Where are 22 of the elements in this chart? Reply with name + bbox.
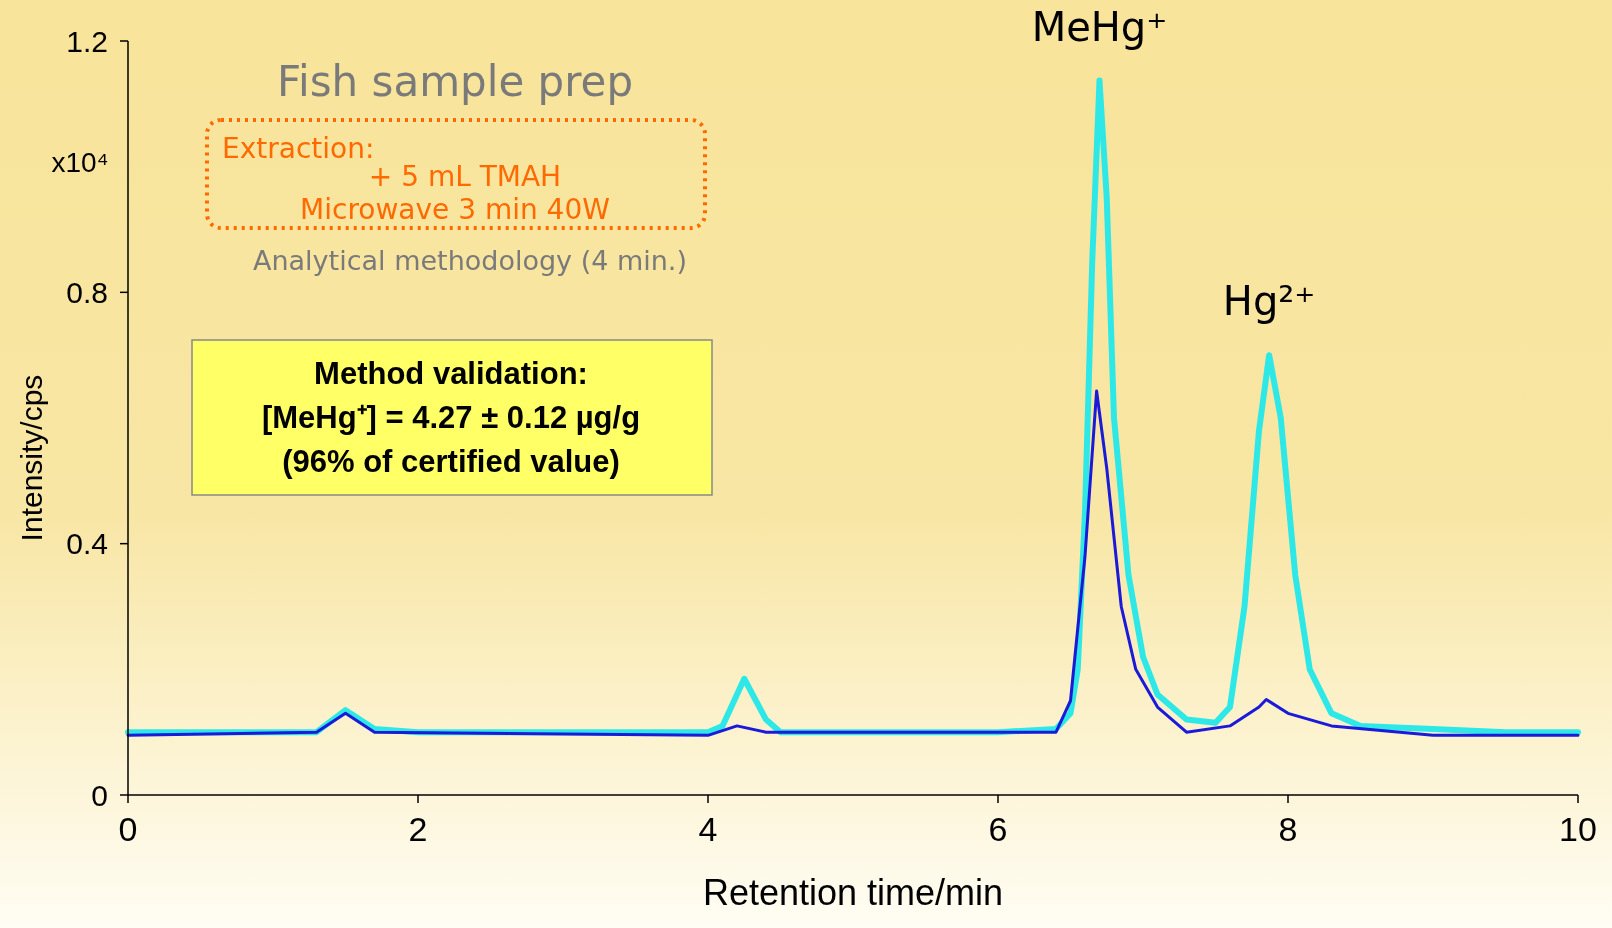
y-tick-label: 0.8 xyxy=(66,275,108,309)
annotation: MeHg⁺ xyxy=(1031,3,1168,50)
annotation: Fish sample prep xyxy=(276,57,634,106)
x-tick-label: 6 xyxy=(988,810,1008,848)
y-tick-label: 1.2 xyxy=(66,24,108,58)
y-axis-title: Intensity/cps xyxy=(15,374,48,542)
annotation: Method validation: xyxy=(314,356,588,391)
annotation: Hg²⁺ xyxy=(1222,278,1316,325)
annotation: Microwave 3 min 40W xyxy=(300,193,610,226)
x-tick-label: 10 xyxy=(1559,810,1597,848)
annotation: [MeHg⁺] = 4.27 ± 0.12 µg/g xyxy=(261,400,641,435)
x-tick-label: 0 xyxy=(118,810,138,848)
text: x10⁴ xyxy=(51,147,109,178)
annotation: Analytical methodology (4 min.) xyxy=(252,245,688,276)
annotation: (96% of certified value) xyxy=(282,444,620,479)
x-tick-label: 8 xyxy=(1278,810,1298,848)
x-tick-label: 2 xyxy=(408,810,428,848)
y-tick-label: 0.4 xyxy=(66,527,108,561)
x-axis-title: Retention time/min xyxy=(702,872,1004,913)
line-series xyxy=(126,389,1580,737)
x-tick-label: 4 xyxy=(698,810,718,848)
y-tick-label: 0 xyxy=(91,778,108,812)
